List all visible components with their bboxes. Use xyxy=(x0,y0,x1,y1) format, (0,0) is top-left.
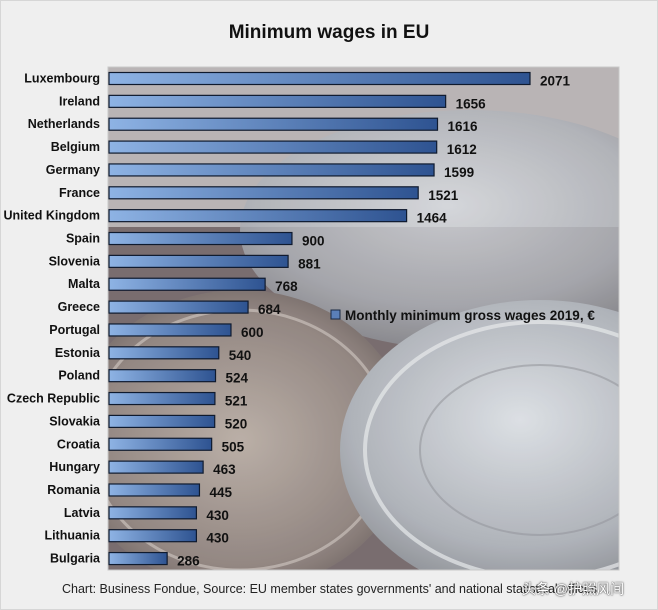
plot-area-border xyxy=(107,66,620,571)
value-label-croatia: 505 xyxy=(222,439,245,454)
category-label-spain: Spain xyxy=(66,232,100,246)
category-label-portugal: Portugal xyxy=(49,323,100,337)
bar-hungary xyxy=(108,460,204,474)
category-label-croatia: Croatia xyxy=(57,437,101,451)
value-label-united-kingdom: 1464 xyxy=(417,211,448,226)
category-label-greece: Greece xyxy=(58,300,100,314)
bar-luxembourg xyxy=(108,71,531,86)
source-footer: Chart: Business Fondue, Source: EU membe… xyxy=(62,582,598,596)
legend-label: Monthly minimum gross wages 2019, € xyxy=(345,308,595,323)
bar-germany xyxy=(108,163,435,177)
category-label-netherlands: Netherlands xyxy=(28,117,100,131)
bar-slovakia xyxy=(108,414,216,428)
value-label-luxembourg: 2071 xyxy=(540,74,571,89)
bar-poland xyxy=(108,369,217,383)
bar-slovenia xyxy=(108,254,289,268)
category-label-lithuania: Lithuania xyxy=(44,529,101,543)
category-label-france: France xyxy=(59,186,100,200)
bar-belgium xyxy=(108,140,438,154)
value-label-portugal: 600 xyxy=(241,325,264,340)
value-label-hungary: 463 xyxy=(213,462,236,477)
category-label-germany: Germany xyxy=(46,163,100,177)
bar-greece xyxy=(108,300,249,314)
bar-latvia xyxy=(108,506,198,520)
category-label-estonia: Estonia xyxy=(55,346,101,360)
value-label-estonia: 540 xyxy=(229,348,252,363)
legend-swatch xyxy=(330,309,341,320)
bar-netherlands xyxy=(108,117,439,131)
category-label-malta: Malta xyxy=(68,277,101,291)
bar-portugal xyxy=(108,323,232,337)
category-label-romania: Romania xyxy=(47,483,101,497)
bar-estonia xyxy=(108,346,220,360)
value-label-spain: 900 xyxy=(302,234,325,249)
value-label-lithuania: 430 xyxy=(206,531,229,546)
category-label-ireland: Ireland xyxy=(59,94,100,108)
bar-malta xyxy=(108,277,266,291)
value-label-netherlands: 1616 xyxy=(448,119,479,134)
value-label-ireland: 1656 xyxy=(456,96,487,111)
legend: Monthly minimum gross wages 2019, € xyxy=(330,308,595,323)
value-label-germany: 1599 xyxy=(444,165,474,180)
value-label-france: 1521 xyxy=(428,188,459,203)
watermark: 头条 @护照风间 xyxy=(522,581,625,597)
bar-bulgaria xyxy=(108,551,168,566)
category-label-latvia: Latvia xyxy=(64,506,101,520)
bar-croatia xyxy=(108,437,213,451)
bar-romania xyxy=(108,483,201,497)
value-label-belgium: 1612 xyxy=(447,142,477,157)
chart-title: Minimum wages in EU xyxy=(228,22,430,43)
value-label-greece: 684 xyxy=(258,302,281,317)
value-label-czech-republic: 521 xyxy=(225,394,248,409)
value-label-slovakia: 520 xyxy=(225,416,248,431)
bar-united-kingdom xyxy=(108,209,408,223)
bar-ireland xyxy=(108,94,447,108)
category-label-belgium: Belgium xyxy=(51,140,100,154)
category-label-slovakia: Slovakia xyxy=(49,414,101,428)
category-label-hungary: Hungary xyxy=(49,460,100,474)
category-label-poland: Poland xyxy=(58,369,100,383)
category-label-czech-republic: Czech Republic xyxy=(7,392,100,406)
value-label-latvia: 430 xyxy=(206,508,229,523)
bar-spain xyxy=(108,231,293,246)
value-label-slovenia: 881 xyxy=(298,256,321,271)
value-label-poland: 524 xyxy=(226,371,249,386)
category-label-bulgaria: Bulgaria xyxy=(50,552,101,566)
category-label-luxembourg: Luxembourg xyxy=(24,72,100,86)
bar-lithuania xyxy=(108,529,198,543)
category-label-united-kingdom: United Kingdom xyxy=(3,209,100,223)
value-label-bulgaria: 286 xyxy=(177,554,200,569)
value-label-romania: 445 xyxy=(209,485,232,500)
value-label-malta: 768 xyxy=(275,279,298,294)
bar-france xyxy=(108,186,419,200)
bar-czech-republic xyxy=(108,391,216,406)
category-label-slovenia: Slovenia xyxy=(49,254,101,268)
